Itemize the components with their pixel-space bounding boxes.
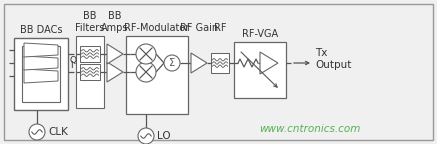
- Text: RF Gain: RF Gain: [180, 23, 218, 33]
- Text: RF-Modulator: RF-Modulator: [125, 23, 190, 33]
- Bar: [211, 53, 229, 73]
- Text: RF-VGA: RF-VGA: [242, 29, 278, 39]
- Circle shape: [29, 124, 45, 140]
- Text: BB
Filters: BB Filters: [75, 11, 105, 33]
- Text: BB DACs: BB DACs: [20, 25, 62, 35]
- Bar: [126, 36, 188, 114]
- Text: LO: LO: [157, 131, 170, 141]
- Polygon shape: [107, 44, 123, 64]
- Text: I: I: [70, 61, 73, 70]
- Bar: [80, 64, 100, 80]
- Polygon shape: [24, 56, 58, 70]
- Circle shape: [136, 62, 156, 82]
- Text: www.cntronics.com: www.cntronics.com: [259, 124, 361, 134]
- Bar: [80, 46, 100, 62]
- Polygon shape: [107, 62, 123, 82]
- Polygon shape: [24, 69, 58, 83]
- Text: Q: Q: [70, 56, 77, 65]
- Bar: [76, 36, 104, 108]
- Text: Σ: Σ: [169, 57, 175, 68]
- Polygon shape: [191, 53, 207, 73]
- Polygon shape: [260, 52, 278, 74]
- Text: BB
Amps: BB Amps: [101, 11, 129, 33]
- Text: Tx
Output: Tx Output: [315, 48, 351, 70]
- Text: CLK: CLK: [48, 127, 68, 137]
- Bar: [14, 38, 68, 110]
- Bar: [22, 46, 60, 102]
- Circle shape: [138, 128, 154, 144]
- Circle shape: [164, 55, 180, 71]
- Text: RF: RF: [214, 23, 226, 33]
- Polygon shape: [24, 43, 58, 57]
- Circle shape: [136, 44, 156, 64]
- Bar: [234, 42, 286, 98]
